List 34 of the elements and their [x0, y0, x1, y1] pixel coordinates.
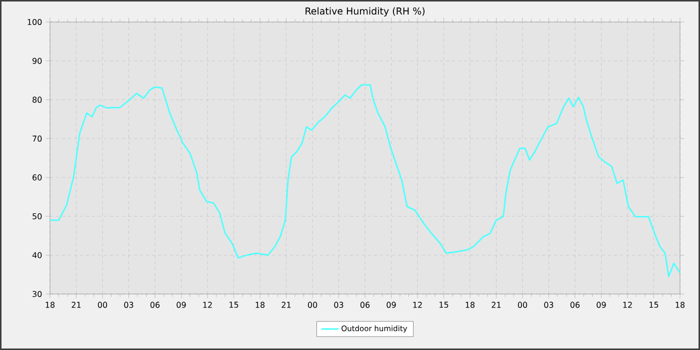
x-tick-label: 15 [230, 302, 238, 308]
x-tick-label: 12 [203, 302, 212, 308]
x-tick-label: 03 [334, 302, 344, 308]
x-tick-label: 18 [466, 302, 475, 308]
x-tick-label: 06 [150, 302, 160, 308]
y-tick-label: 70 [32, 136, 42, 142]
x-tick-label: 03 [544, 302, 554, 308]
y-tick-label: 80 [32, 96, 42, 103]
x-tick-label: 15 [440, 302, 448, 308]
x-tick-label: 21 [492, 302, 501, 308]
x-tick-label: 03 [124, 302, 134, 308]
x-tick-label: 18 [676, 302, 685, 308]
x-tick-label: 09 [596, 302, 606, 308]
x-tick-label: 00 [98, 302, 108, 308]
x-tick-label: 18 [256, 302, 265, 308]
y-tick-label: 90 [32, 58, 42, 64]
y-tick-label: 100 [28, 18, 42, 26]
y-tick-label: 60 [32, 174, 42, 180]
x-tick-label: 06 [570, 302, 580, 308]
x-tick-label: 09 [386, 302, 396, 308]
y-tick-label: 40 [32, 252, 42, 258]
y-tick-label: 30 [32, 290, 42, 298]
x-tick-label: 06 [360, 302, 370, 308]
x-tick-label: 09 [176, 302, 186, 308]
x-tick-label: 18 [46, 302, 55, 308]
x-tick-label: 12 [413, 302, 422, 308]
x-tick-label: 12 [623, 302, 632, 308]
chart-title: Relative Humidity (RH %) [306, 7, 425, 16]
y-tick-label: 50 [32, 213, 42, 220]
x-tick-label: 00 [308, 302, 318, 308]
x-tick-label: 21 [72, 302, 81, 308]
x-tick-label: 00 [518, 302, 528, 308]
x-tick-label: 15 [650, 302, 658, 308]
x-tick-label: 21 [282, 302, 291, 308]
